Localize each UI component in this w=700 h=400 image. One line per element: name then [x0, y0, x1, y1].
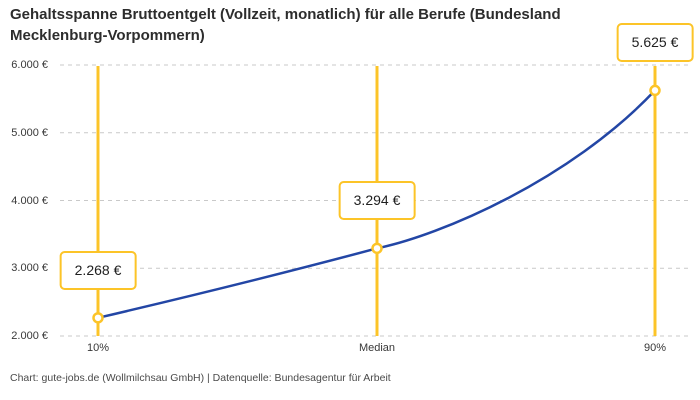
chart-title: Gehaltsspanne Bruttoentgelt (Vollzeit, m… — [10, 6, 561, 44]
y-axis-tick-label: 2.000 € — [11, 330, 48, 342]
x-axis-tick-label: Median — [358, 342, 396, 354]
value-label: 2.268 € — [59, 250, 137, 290]
data-point-marker[interactable] — [371, 242, 383, 255]
x-axis-tick-label: 90% — [643, 342, 667, 354]
value-label: 3.294 € — [338, 181, 416, 221]
chart-attribution: Chart: gute-jobs.de (Wollmilchsau GmbH) … — [10, 372, 391, 384]
value-label: 5.625 € — [616, 23, 694, 63]
y-axis-tick-label: 4.000 € — [11, 194, 48, 207]
data-point-marker[interactable] — [92, 312, 104, 324]
data-point-marker[interactable] — [649, 84, 661, 97]
y-axis-tick-label: 3.000 € — [11, 262, 48, 275]
y-axis-tick-label: 6.000 € — [11, 59, 48, 71]
x-axis-tick-label: 10% — [86, 342, 110, 354]
y-axis-tick-label: 5.000 € — [11, 126, 48, 139]
